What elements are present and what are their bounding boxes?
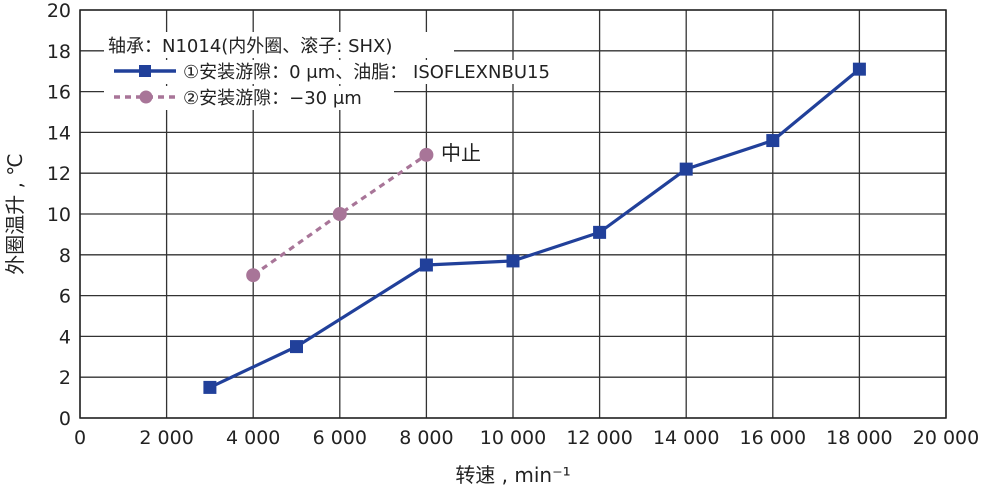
data-point-series-2 bbox=[419, 147, 434, 162]
x-tick-label: 10 000 bbox=[480, 427, 546, 449]
legend-marker-series-2 bbox=[139, 90, 153, 104]
data-point-series-2 bbox=[332, 207, 347, 221]
legend-label-series-1: ①安装游隙：0 μm、油脂： ISOFLEXNBU15 bbox=[183, 62, 550, 83]
y-tick-label: 18 bbox=[47, 41, 71, 63]
x-tick-label: 16 000 bbox=[740, 427, 806, 449]
x-tick-label: 4 000 bbox=[226, 427, 280, 449]
data-point-series-1 bbox=[766, 134, 780, 148]
legend-title: 轴承：N1014(内外圈、滚子: SHX) bbox=[108, 36, 392, 57]
x-tick-label: 8 000 bbox=[399, 427, 453, 449]
y-tick-label: 20 bbox=[47, 0, 71, 22]
series-layer bbox=[203, 62, 866, 394]
data-point-series-2 bbox=[246, 268, 261, 283]
series-line-2 bbox=[252, 153, 428, 277]
series-line-1 bbox=[209, 67, 861, 389]
data-point-series-1 bbox=[419, 258, 433, 272]
annotation-stop: 中止 bbox=[441, 141, 481, 165]
plot-frame bbox=[79, 9, 947, 419]
y-tick-label: 6 bbox=[59, 286, 71, 308]
x-axis-label: 转速 , min⁻¹ bbox=[455, 463, 570, 487]
legend-bg-row bbox=[104, 32, 454, 58]
x-tick-label: 0 bbox=[74, 427, 86, 449]
legend-marker-series-1 bbox=[139, 65, 151, 77]
axes bbox=[79, 9, 947, 419]
data-point-series-1 bbox=[290, 340, 303, 354]
x-tick-label: 6 000 bbox=[313, 427, 367, 449]
x-tick-label: 2 000 bbox=[139, 427, 193, 449]
data-point-series-1 bbox=[679, 162, 693, 176]
legend-bg-row bbox=[104, 60, 578, 84]
x-tick-label: 20 000 bbox=[913, 427, 979, 449]
data-point-series-1 bbox=[593, 225, 607, 239]
y-tick-label: 12 bbox=[47, 163, 71, 185]
y-tick-label: 10 bbox=[47, 204, 71, 226]
x-tick-label: 18 000 bbox=[826, 427, 892, 449]
legend-label-series-2: ②安装游隙：−30 μm bbox=[183, 88, 362, 109]
y-tick-label: 14 bbox=[47, 122, 71, 144]
data-point-series-1 bbox=[203, 380, 217, 394]
data-point-series-1 bbox=[506, 254, 520, 268]
y-tick-label: 2 bbox=[59, 367, 71, 389]
x-tick-label: 14 000 bbox=[653, 427, 719, 449]
legend-background bbox=[104, 32, 578, 110]
y-tick-label: 0 bbox=[59, 408, 71, 430]
x-tick-label: 12 000 bbox=[566, 427, 632, 449]
y-tick-label: 8 bbox=[59, 245, 71, 267]
data-point-series-1 bbox=[852, 62, 866, 76]
y-axis-label: 外圈温升 , ℃ bbox=[3, 153, 27, 275]
y-tick-label: 16 bbox=[47, 82, 71, 104]
y-tick-label: 4 bbox=[59, 326, 71, 348]
